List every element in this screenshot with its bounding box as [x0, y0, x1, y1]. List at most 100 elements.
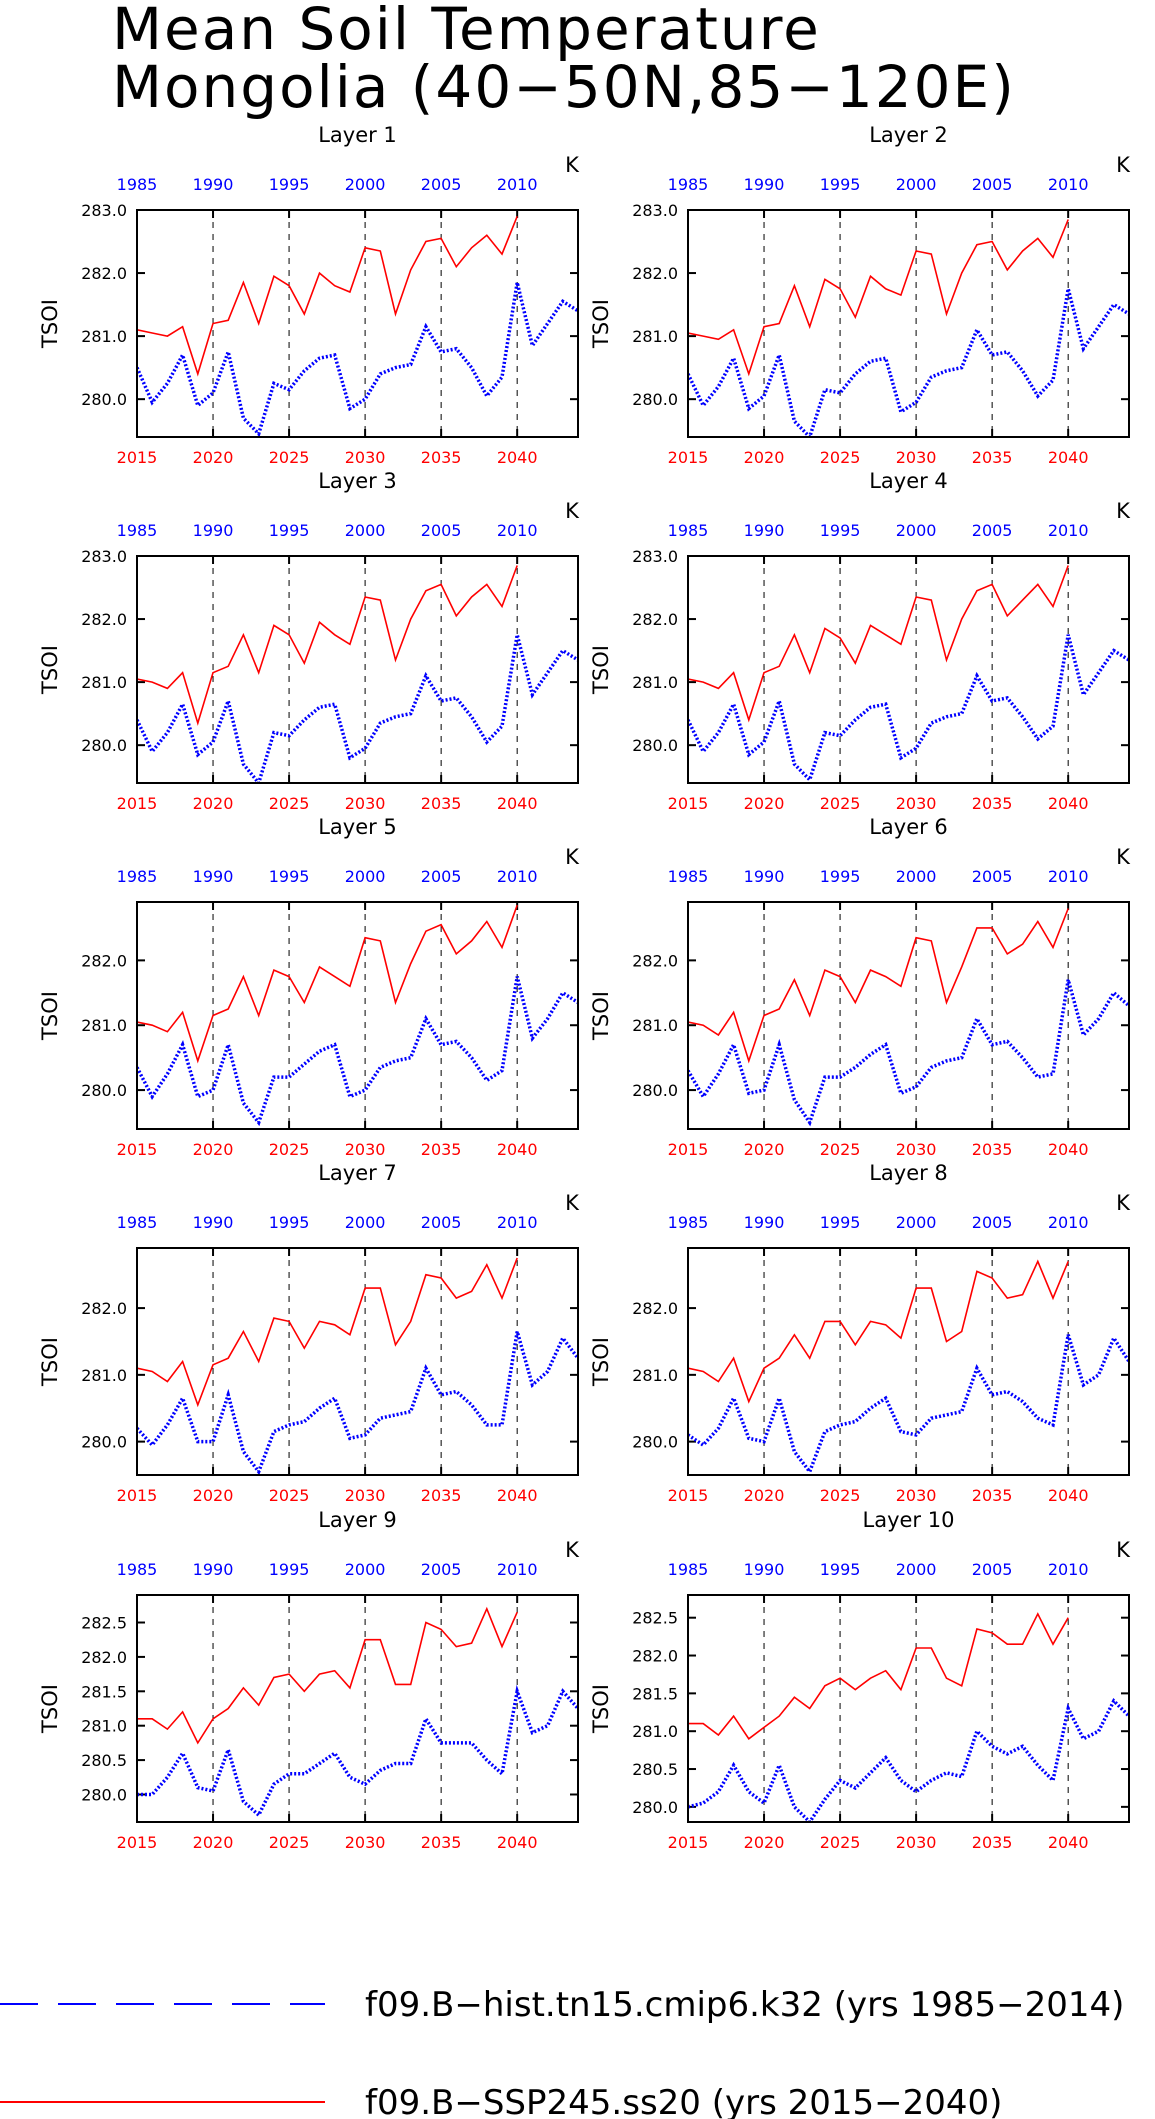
series-hist-line — [137, 976, 578, 1127]
x-top-tick-label: 1995 — [269, 521, 310, 540]
x-bottom-tick-label: 2025 — [269, 448, 310, 467]
plot-frame — [136, 1594, 579, 1823]
x-bottom-tick-label: 2015 — [668, 448, 709, 467]
y-tick-label: 281.0 — [632, 1016, 678, 1035]
x-top-tick-label: 2010 — [1048, 175, 1089, 194]
y-tick-label: 282.0 — [632, 1647, 678, 1666]
x-bottom-tick-label: 2035 — [972, 794, 1013, 813]
y-tick-label: 282.0 — [632, 951, 678, 970]
panel-title: Layer 10 — [863, 1508, 955, 1532]
series-ssp-line — [137, 904, 518, 1064]
x-top-tick-label: 2000 — [896, 175, 937, 194]
panel-title: Layer 6 — [869, 815, 948, 839]
panel-title: Layer 8 — [869, 1161, 948, 1185]
x-top-tick-label: 1990 — [193, 867, 234, 886]
y-tick-label: 280.0 — [632, 736, 678, 755]
x-bottom-tick-label: 2020 — [744, 1140, 785, 1159]
x-bottom-tick-label: 2025 — [820, 1140, 861, 1159]
legend-label-ssp: f09.B−SSP245.ss20 (yrs 2015−2040) — [365, 2083, 1002, 2119]
x-top-tick-label: 1985 — [117, 1213, 158, 1232]
title-line-1: Mean Soil Temperature — [112, 0, 821, 63]
x-top-tick-label: 2000 — [896, 867, 937, 886]
x-top-tick-label: 2005 — [972, 1213, 1013, 1232]
y-axis-label: TSOI — [589, 1337, 613, 1387]
y-axis-label: TSOI — [38, 1337, 62, 1387]
unit-label: K — [565, 845, 580, 869]
x-top-tick-label: 1985 — [668, 175, 709, 194]
x-bottom-tick-label: 2015 — [117, 794, 158, 813]
unit-label: K — [1116, 845, 1131, 869]
x-top-tick-label: 1985 — [668, 1560, 709, 1579]
x-bottom-tick-label: 2040 — [497, 1833, 538, 1852]
x-bottom-tick-label: 2030 — [896, 1833, 937, 1852]
y-tick-label: 281.0 — [81, 1717, 127, 1736]
x-bottom-tick-label: 2035 — [421, 1486, 462, 1505]
y-axis-label: TSOI — [38, 299, 62, 349]
y-tick-label: 281.5 — [632, 1684, 678, 1703]
y-tick-label: 280.0 — [81, 1785, 127, 1804]
x-top-tick-label: 2010 — [1048, 1213, 1089, 1232]
x-bottom-tick-label: 2020 — [744, 448, 785, 467]
x-bottom-tick-label: 2020 — [193, 794, 234, 813]
x-bottom-tick-label: 2020 — [744, 794, 785, 813]
x-bottom-tick-label: 2030 — [896, 794, 937, 813]
x-bottom-tick-label: 2035 — [421, 794, 462, 813]
x-bottom-tick-label: 2035 — [972, 1486, 1013, 1505]
x-bottom-tick-label: 2020 — [193, 448, 234, 467]
series-ssp-line — [688, 219, 1069, 377]
y-tick-label: 283.0 — [632, 201, 678, 220]
x-bottom-tick-label: 2025 — [269, 1140, 310, 1159]
x-top-tick-label: 1995 — [820, 175, 861, 194]
plot-frame — [136, 1247, 579, 1476]
y-tick-label: 282.0 — [632, 264, 678, 283]
y-tick-label: 281.5 — [81, 1682, 127, 1701]
x-bottom-tick-label: 2035 — [972, 1833, 1013, 1852]
unit-label: K — [565, 1538, 580, 1562]
title-line-2: Mongolia (40−50N,85−120E) — [112, 53, 1016, 121]
x-bottom-tick-label: 2035 — [421, 448, 462, 467]
x-bottom-tick-label: 2035 — [972, 448, 1013, 467]
x-top-tick-label: 2005 — [972, 175, 1013, 194]
y-tick-label: 282.0 — [81, 1299, 127, 1318]
x-bottom-tick-label: 2020 — [193, 1140, 234, 1159]
x-bottom-tick-label: 2025 — [269, 794, 310, 813]
x-bottom-tick-label: 2015 — [668, 1833, 709, 1852]
panel-layer-4: Layer 4 K TSOI 2015 2020 2025 2030 2035 2040 1985… — [589, 469, 1131, 813]
x-top-tick-label: 2005 — [421, 1560, 462, 1579]
unit-label: K — [565, 153, 580, 177]
x-bottom-tick-label: 2020 — [193, 1486, 234, 1505]
series-ssp-line — [137, 1606, 518, 1745]
x-bottom-tick-label: 2030 — [896, 1486, 937, 1505]
y-tick-label: 281.0 — [632, 1722, 678, 1741]
x-top-tick-label: 1990 — [193, 1560, 234, 1579]
x-bottom-tick-label: 2035 — [421, 1140, 462, 1159]
y-tick-label: 280.0 — [81, 736, 127, 755]
x-top-tick-label: 2005 — [421, 1213, 462, 1232]
x-top-tick-label: 1985 — [117, 521, 158, 540]
series-hist-line — [688, 1334, 1129, 1475]
x-bottom-tick-label: 2040 — [1048, 1833, 1089, 1852]
x-bottom-tick-label: 2020 — [744, 1486, 785, 1505]
x-bottom-tick-label: 2040 — [1048, 794, 1089, 813]
y-tick-label: 283.0 — [81, 547, 127, 566]
x-top-tick-label: 2000 — [345, 521, 386, 540]
x-top-tick-label: 2000 — [345, 1560, 386, 1579]
x-top-tick-label: 1990 — [744, 1213, 785, 1232]
y-tick-label: 282.0 — [632, 1299, 678, 1318]
panel-title: Layer 9 — [318, 1508, 397, 1532]
x-top-tick-label: 2010 — [1048, 521, 1089, 540]
series-hist-line — [688, 288, 1129, 437]
y-tick-label: 281.0 — [81, 327, 127, 346]
x-bottom-tick-label: 2040 — [1048, 1140, 1089, 1159]
x-bottom-tick-label: 2015 — [117, 448, 158, 467]
plot-frame — [687, 555, 1130, 784]
y-tick-label: 283.0 — [81, 201, 127, 220]
y-axis-label: TSOI — [589, 1684, 613, 1734]
series-hist-line — [688, 1697, 1129, 1822]
x-bottom-tick-label: 2025 — [820, 1486, 861, 1505]
y-tick-label: 280.0 — [81, 390, 127, 409]
x-top-tick-label: 1985 — [117, 1560, 158, 1579]
x-bottom-tick-label: 2020 — [744, 1833, 785, 1852]
x-bottom-tick-label: 2035 — [421, 1833, 462, 1852]
y-axis-label: TSOI — [589, 991, 613, 1041]
